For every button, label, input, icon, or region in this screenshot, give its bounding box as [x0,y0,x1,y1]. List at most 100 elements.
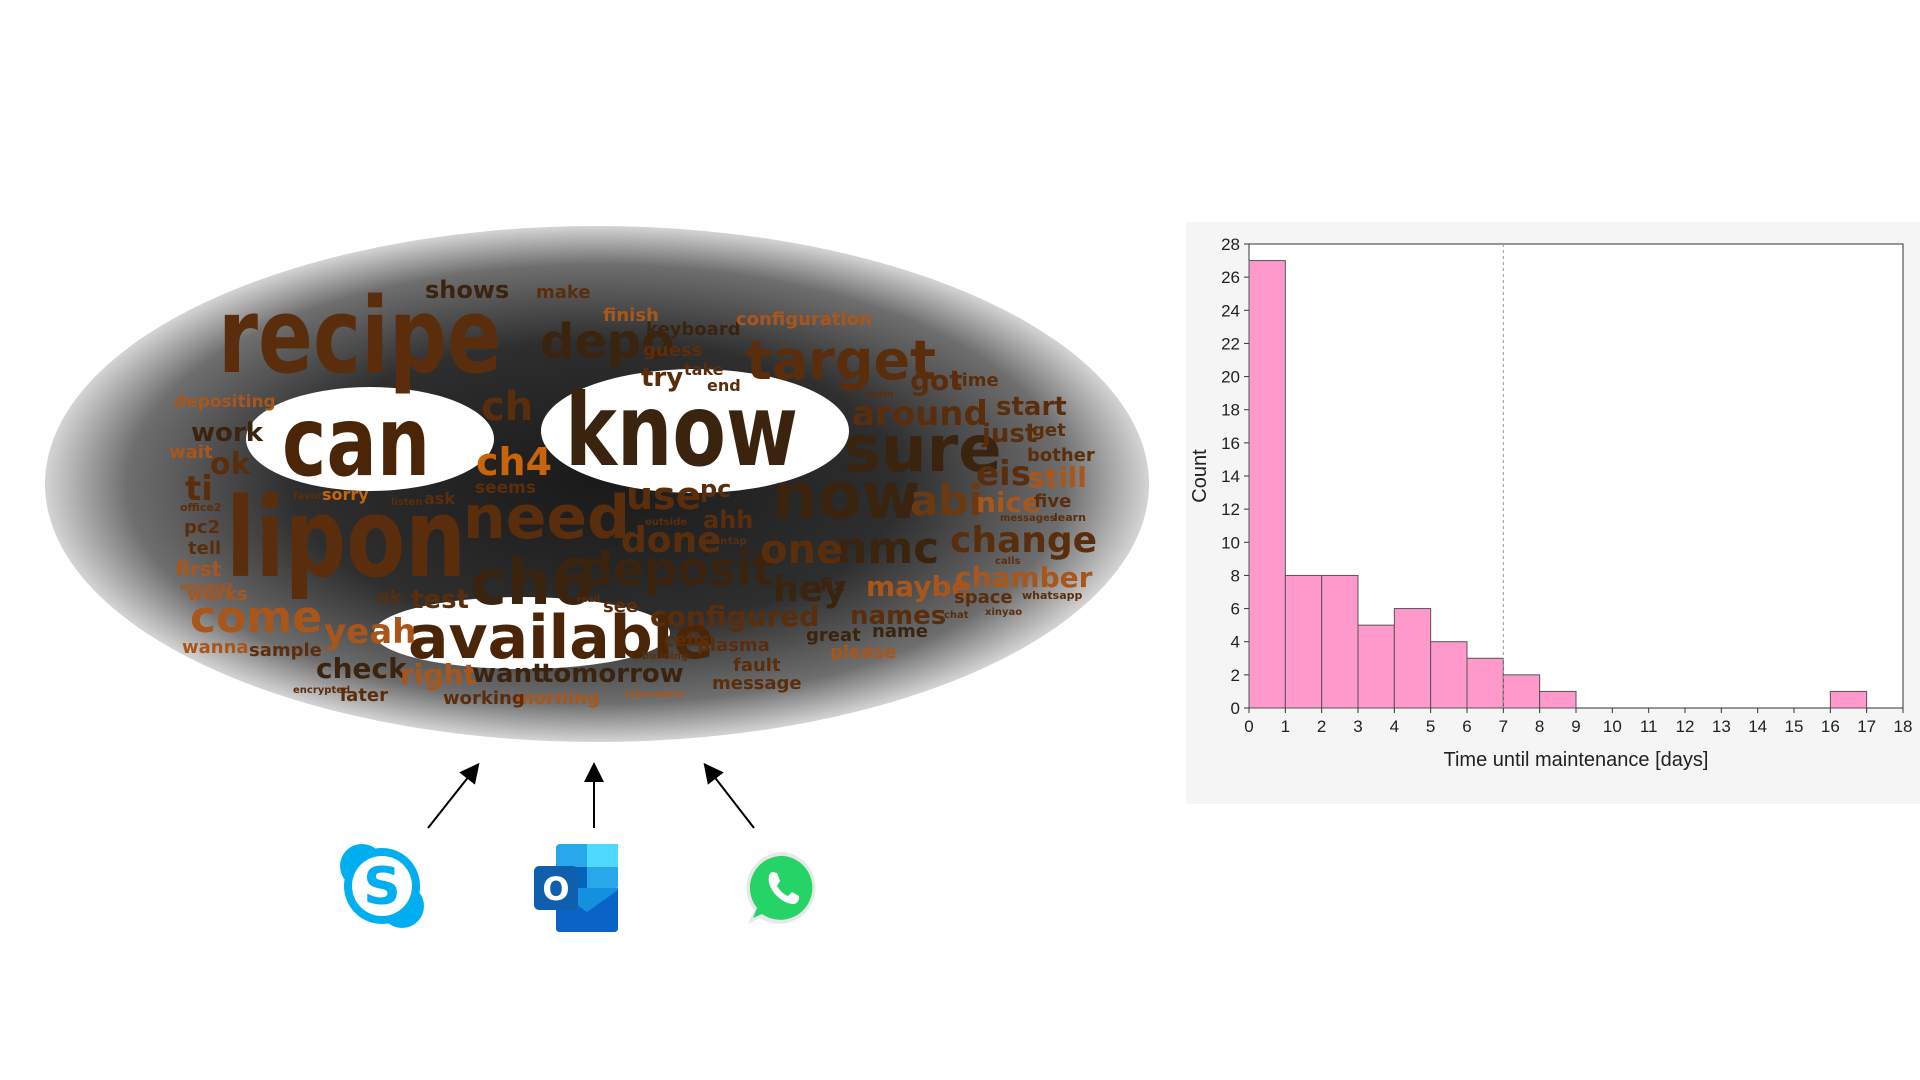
cloud-word-office2: office2 [180,501,221,514]
cloud-word-get: get [1032,420,1066,441]
cloud-word-see: see [603,596,638,617]
y-tick-label: 26 [1221,268,1240,287]
cloud-word-plasma: plasma [697,635,770,656]
histogram-bar [1539,690,1577,709]
x-tick-label: 8 [1535,717,1544,736]
x-tick-label: 1 [1281,717,1290,736]
cloud-word-even: even [700,536,727,547]
cloud-word-pc2: pc2 [184,517,220,538]
cloud-word-name: name [872,621,928,642]
cloud-word-learn: learn [1054,511,1086,524]
cloud-word-read: read [577,595,600,605]
cloud-word-sorry: sorry [322,485,369,504]
cloud-word-message: message [712,673,802,694]
cloud-word-building: building [642,651,688,662]
cloud-word-nice: nice [976,486,1041,519]
cloud-word-yeah: yeah [324,612,416,652]
cloud-word-available: available [408,603,714,673]
cloud-word-just: just [981,419,1037,449]
highlight-available [374,597,670,669]
cloud-word-great: great [806,625,861,646]
cloud-word-space: space [954,587,1013,608]
cloud-word-laboratory: laboratory [625,689,684,700]
cloud-word-works: works [187,584,248,605]
x-tick-label: 11 [1640,717,1658,736]
cloud-word-one: one [760,527,843,573]
cloud-word-fault: fault [733,655,781,676]
cloud-word-main: main [866,389,894,400]
cloud-word-come: come [190,592,322,643]
cloud-word-abi: abi [910,476,983,525]
cloud-word-target: target [746,329,936,392]
histogram-bar [1357,624,1395,709]
cloud-word-need: need [463,483,630,553]
cloud-word-use: use [626,474,701,518]
cloud-ellipse [45,226,1149,742]
y-tick-label: 10 [1221,533,1240,552]
y-tick-label: 2 [1231,666,1240,685]
outlook-icon: O [534,844,618,932]
cloud-word-ok: ok [210,447,252,482]
y-tick-label: 28 [1221,235,1240,254]
cloud-word-depositing: depositing [174,392,276,412]
cloud-word-maybe: maybe [866,570,971,603]
cloud-word-can: can [282,387,430,499]
cloud-word-morning: morning [515,688,600,709]
cloud-word-ch4: ch4 [476,440,552,484]
x-tick-label: 18 [1894,717,1913,736]
histogram-bar [1248,260,1286,709]
skype-icon: S [340,844,424,928]
cloud-word-end: end [707,376,741,395]
x-tick-label: 12 [1676,717,1695,736]
cloud-word-depo: depo [540,314,674,370]
x-tick-label: 5 [1426,717,1435,736]
cloud-word-favor: favor [293,491,322,502]
cloud-word-around: around [852,394,988,434]
cloud-word-tomorrow: tomorrow [541,659,684,689]
cloud-word-chat: chat [944,610,969,621]
cloud-word-deposit: deposit [580,542,774,596]
y-tick-label: 16 [1221,434,1240,453]
x-tick-label: 10 [1603,717,1622,736]
cloud-word-make: make [536,282,591,303]
x-tick-label: 4 [1390,717,1399,736]
y-tick-label: 6 [1231,600,1240,619]
cloud-word-change: change [950,520,1097,561]
histogram-bar [1829,690,1868,709]
cloud-word-right: right [400,658,477,691]
cloud-word-want: want [472,659,545,689]
cloud-word-hey: hey [773,569,847,610]
cloud-word-nmc: nmc [836,523,939,574]
cloud-word-outside: outside [645,517,687,528]
x-axis-label: Time until maintenance [days] [1444,749,1709,771]
cloud-word-ch6: ch6 [470,546,594,619]
cloud-word-sure: sure [843,413,1002,487]
cloud-word-done: done [621,520,722,561]
cloud-word-try: try [641,363,683,393]
cloud-word-recipe: recipe [218,275,502,397]
cloud-word-messages: messages [1000,513,1056,524]
cloud-word-ahh: ahh [703,506,753,534]
cloud-word-five: five [1034,491,1071,512]
cloud-word-minutes2: minutes2 [180,582,233,593]
cloud-word-shows: shows [425,276,509,304]
x-tick-label: 0 [1244,717,1253,736]
x-tick-label: 14 [1748,717,1767,736]
cloud-word-wait: wait [169,442,213,463]
cloud-word-names: names [850,601,946,631]
cloud-word-sample: sample [249,640,322,661]
x-tick-label: 16 [1821,717,1840,736]
cloud-word-work: work [191,418,264,448]
arrow-skype [427,762,480,829]
y-tick-label: 8 [1231,566,1240,585]
histogram-bar [1393,608,1432,709]
highlight-know [541,369,849,493]
cloud-word-ask: ask [424,489,455,508]
cloud-word-nk: nk [377,587,403,608]
cloud-word-finish: finish [603,305,659,326]
cloud-word-ch: ch [481,384,533,430]
x-tick-label: 17 [1857,717,1876,736]
cloud-word-bother: bother [1027,445,1095,466]
